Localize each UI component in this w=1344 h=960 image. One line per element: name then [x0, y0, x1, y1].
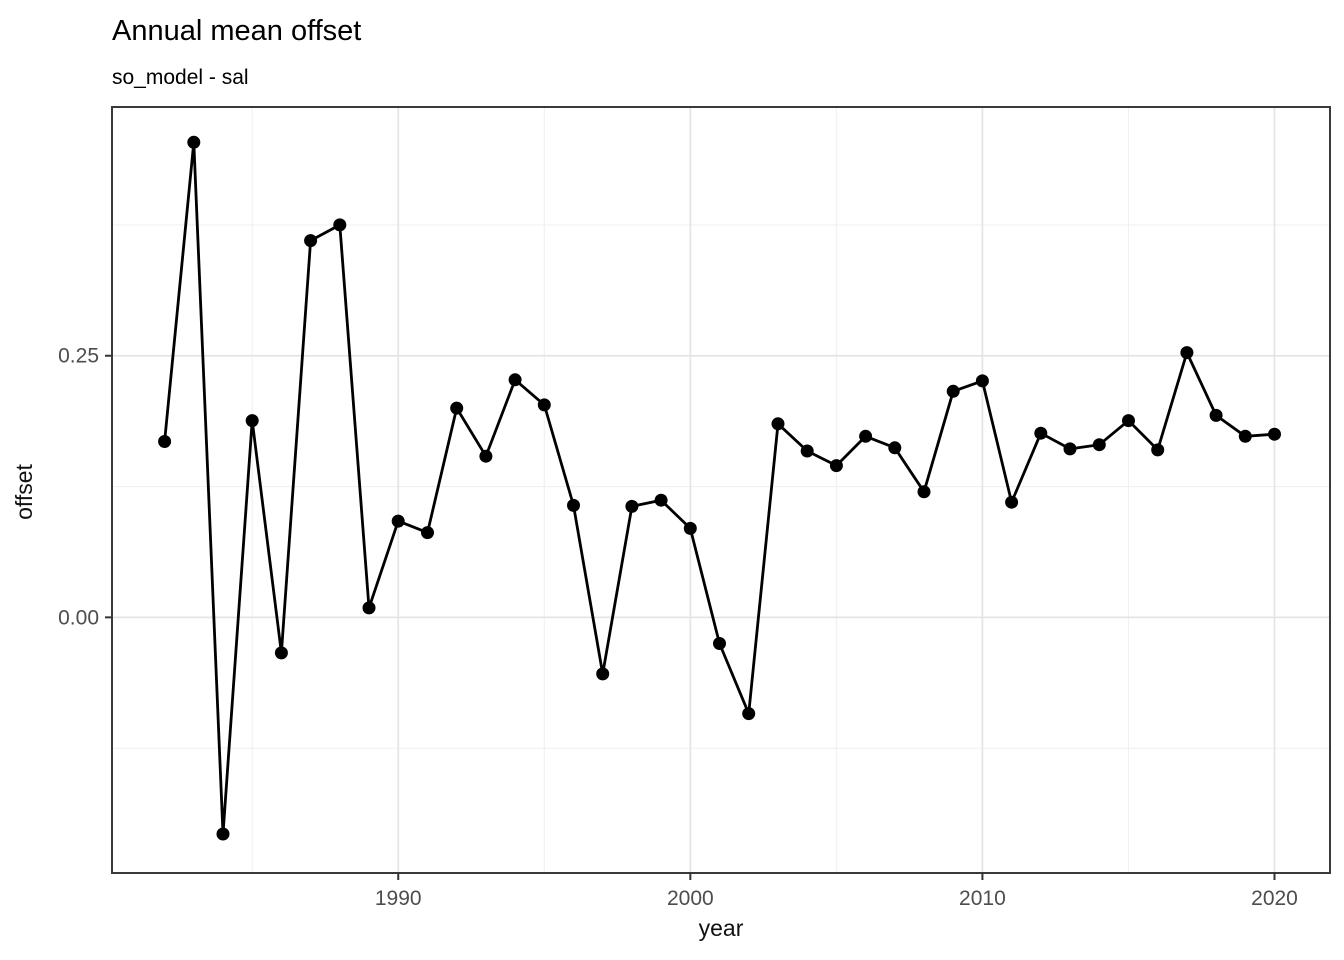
- gridlines-minor: [112, 107, 1330, 873]
- data-point: [216, 827, 230, 841]
- y-tick-label: 0.00: [58, 606, 99, 629]
- x-tick-label: 1990: [375, 887, 422, 910]
- data-point: [1005, 495, 1019, 509]
- data-point: [742, 707, 756, 721]
- data-point: [187, 135, 201, 149]
- data-point: [1268, 427, 1281, 441]
- data-point: [654, 493, 668, 507]
- data-point: [596, 667, 610, 681]
- x-tick-label: 2020: [1251, 887, 1298, 910]
- data-point: [859, 429, 873, 443]
- data-point: [537, 398, 551, 412]
- data-point: [946, 384, 960, 398]
- data-point: [333, 218, 347, 232]
- data-point: [1063, 442, 1077, 456]
- data-point: [1180, 346, 1194, 360]
- data-point: [450, 401, 464, 415]
- gridlines-major: [112, 107, 1330, 873]
- x-tick-label: 2000: [667, 887, 714, 910]
- data-point: [1151, 443, 1165, 457]
- axis-tick-marks: [105, 354, 1276, 880]
- data-point: [304, 234, 318, 248]
- data-point: [158, 435, 172, 448]
- data-point: [1034, 426, 1048, 440]
- data-point: [1122, 414, 1135, 428]
- data-point: [391, 514, 405, 528]
- data-point: [829, 459, 843, 473]
- data-point: [274, 646, 288, 660]
- data-point: [800, 444, 814, 458]
- data-point: [1238, 429, 1252, 443]
- panel-border: [111, 106, 1331, 874]
- chart-subtitle: so_model - sal: [112, 66, 249, 89]
- data-point: [771, 417, 785, 431]
- y-axis-title: offset: [11, 463, 37, 519]
- data-point: [1209, 408, 1223, 422]
- data-point: [245, 414, 259, 428]
- axis-tick-labels: 1990 2000 2010 2020 0.00 0.25: [58, 345, 1298, 910]
- data-point: [508, 373, 522, 387]
- data-point: [625, 499, 639, 513]
- data-point: [1092, 438, 1106, 452]
- data-point: [479, 449, 493, 463]
- data-point: [567, 498, 580, 512]
- data-point: [917, 485, 931, 499]
- data-point: [362, 601, 376, 615]
- data-points: [158, 135, 1281, 841]
- data-point: [683, 521, 697, 535]
- data-point: [421, 526, 434, 540]
- data-point: [975, 374, 989, 388]
- data-point: [713, 637, 726, 650]
- data-point: [888, 441, 902, 455]
- data-line: [163, 140, 1275, 836]
- y-tick-label: 0.25: [58, 345, 99, 368]
- x-tick-label: 2010: [959, 887, 1006, 910]
- chart-title: Annual mean offset: [112, 15, 361, 47]
- x-axis-title: year: [699, 915, 744, 941]
